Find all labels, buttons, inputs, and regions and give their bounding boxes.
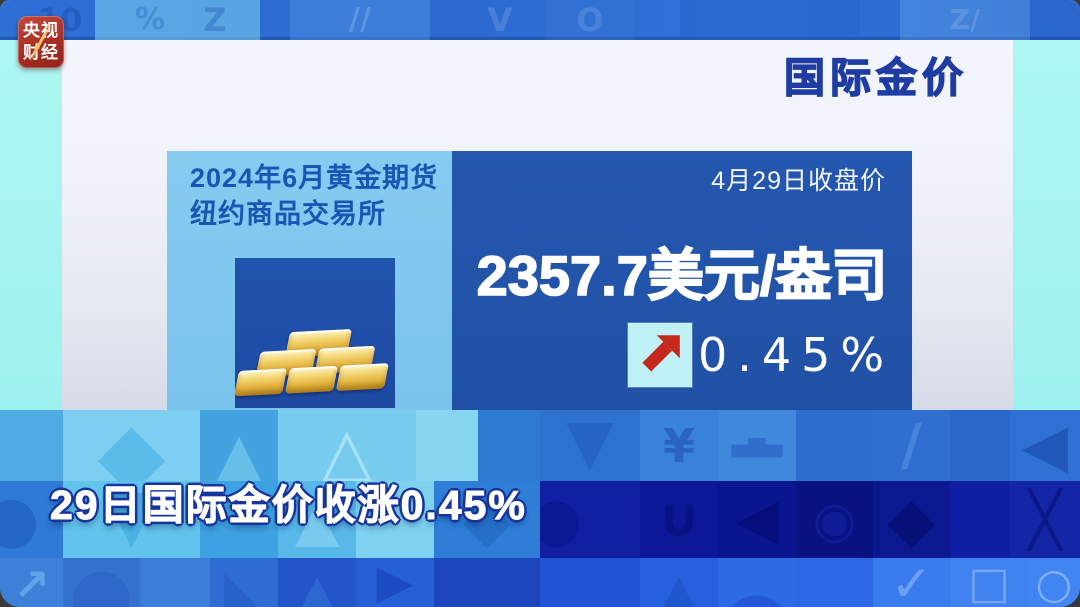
mosaic-tile bbox=[478, 410, 540, 481]
mosaic-tile bbox=[200, 481, 278, 558]
mosaic-tile: ▼ bbox=[540, 410, 640, 481]
mosaic-tile: // bbox=[290, 0, 430, 40]
mosaic-tile: ◀ bbox=[1010, 410, 1080, 481]
mosaic-tile: ● bbox=[718, 558, 796, 607]
mosaic-tile: △ bbox=[278, 410, 416, 481]
mosaic-tile: ● bbox=[63, 558, 140, 607]
mosaic-tile: / bbox=[873, 410, 950, 481]
mosaic-tile: ↗ bbox=[0, 558, 63, 607]
closing-date-label: 4月29日收盘价 bbox=[711, 167, 886, 195]
mosaic-tile: O bbox=[545, 0, 635, 40]
mosaic-tile: ◣ bbox=[210, 558, 278, 607]
change-value: 0.45% bbox=[698, 328, 895, 382]
gold-bars-image bbox=[235, 258, 395, 408]
mosaic-tile bbox=[680, 0, 860, 40]
mosaic-tile: ◆ bbox=[434, 481, 540, 558]
mosaic-tile: ◉ bbox=[796, 481, 873, 558]
mosaic-tile bbox=[416, 410, 478, 481]
mosaic-tile bbox=[796, 410, 873, 481]
mosaic-tile bbox=[434, 558, 540, 607]
bottom-mosaic-band: ◆▲△▼¥▄▆▄/◀●▼▲◆●∪◀◉◆╳↗●◣▲▶▲●✓□○ bbox=[0, 410, 1080, 607]
mosaic-tile: ▲ bbox=[278, 481, 356, 558]
mosaic-tile bbox=[540, 558, 640, 607]
cctv-finance-logo: 央视 财经 bbox=[18, 16, 64, 68]
mosaic-tile: ▲ bbox=[278, 558, 356, 607]
right-cyan-strip bbox=[1013, 40, 1080, 410]
mosaic-tile: Z/ bbox=[900, 0, 1030, 40]
exchange-line: 纽约商品交易所 bbox=[190, 198, 386, 229]
main-area: 国际金价 2024年6月黄金期货 纽约商品交易所 4月29日收盘价 2357.7… bbox=[0, 40, 1080, 410]
contract-line: 2024年6月黄金期货 bbox=[190, 163, 439, 193]
gold-ingot-pyramid-icon bbox=[235, 327, 395, 397]
mosaic-tile: ▼ bbox=[63, 481, 200, 558]
mosaic-tile bbox=[140, 558, 210, 607]
contract-info-panel: 2024年6月黄金期货 纽约商品交易所 bbox=[167, 151, 452, 410]
mosaic-tile: ▲ bbox=[640, 558, 718, 607]
mosaic-tile: ○ bbox=[1028, 558, 1080, 607]
price-value: 2357.7美元/盎司 bbox=[476, 243, 888, 308]
mosaic-tile bbox=[796, 558, 873, 607]
mosaic-tile: □ bbox=[950, 558, 1028, 607]
mosaic-tile bbox=[95, 0, 260, 40]
mosaic-tile: ◆ bbox=[63, 410, 200, 481]
mosaic-tile bbox=[356, 481, 434, 558]
page-title: 国际金价 bbox=[783, 54, 968, 101]
price-panel: 4月29日收盘价 2357.7美元/盎司 0.45% bbox=[452, 151, 912, 410]
mosaic-tile: V bbox=[487, 1, 513, 39]
mosaic-tile: ● bbox=[0, 481, 63, 558]
up-arrow-icon bbox=[628, 323, 692, 387]
news-ticker-headline: 29日国际金价收涨0.45% bbox=[50, 482, 527, 529]
mosaic-tile: ◀ bbox=[718, 481, 796, 558]
topbar-mosaic: 10%Z//VOZ/ bbox=[0, 0, 1080, 40]
mosaic-tile: Z bbox=[203, 1, 227, 39]
contract-info-text: 2024年6月黄金期货 纽约商品交易所 bbox=[190, 161, 438, 232]
mosaic-tile: ◆ bbox=[873, 481, 950, 558]
mosaic-tile: ▲ bbox=[200, 410, 278, 481]
mosaic-tile bbox=[0, 410, 63, 481]
logo-line2: 财经 bbox=[23, 43, 59, 62]
mosaic-tile: ∪ bbox=[640, 481, 718, 558]
mosaic-tile: ● bbox=[540, 481, 640, 558]
change-row: 0.45% bbox=[628, 323, 894, 387]
mosaic-tile bbox=[950, 410, 1010, 481]
mosaic-tile: ▄▆▄ bbox=[718, 410, 796, 481]
mosaic-tile: ▶ bbox=[356, 558, 434, 607]
mosaic-tile: % bbox=[134, 2, 166, 37]
mosaic-tile: ¥ bbox=[640, 410, 718, 481]
mosaic-tile: ╳ bbox=[1010, 481, 1080, 558]
left-cyan-strip bbox=[0, 40, 62, 410]
mosaic-tile bbox=[950, 481, 1010, 558]
mosaic-tile: ✓ bbox=[873, 558, 950, 607]
